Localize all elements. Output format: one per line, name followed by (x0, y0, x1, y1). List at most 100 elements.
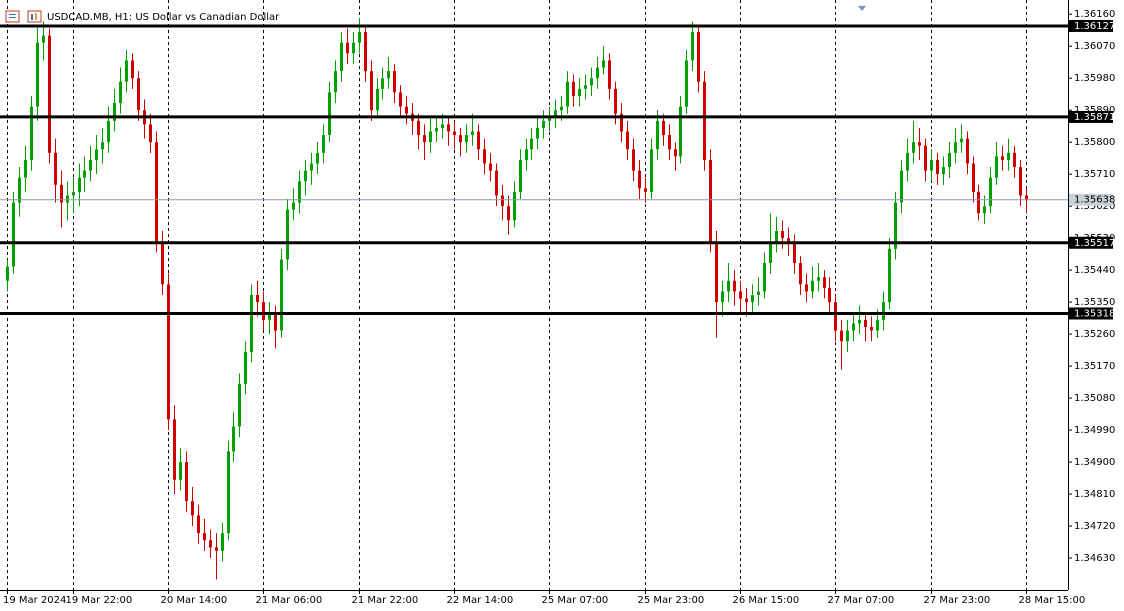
candle-body (519, 159, 522, 192)
candle-body (584, 85, 587, 89)
candle-body (292, 202, 295, 210)
y-tick-label: 1.35440 (1074, 265, 1115, 276)
candle-body (930, 159, 933, 171)
candle-body (316, 152, 319, 164)
candle-body (906, 152, 909, 171)
shift-marker (858, 6, 866, 11)
candle-body (238, 383, 241, 427)
x-tick-label: 22 Mar 14:00 (447, 595, 514, 606)
candle-body (12, 202, 15, 267)
candle-body (536, 127, 539, 139)
candle-body (727, 280, 730, 292)
candle-body (745, 298, 748, 303)
candle-body (602, 60, 605, 68)
candle-body (24, 159, 27, 178)
candle-body (924, 145, 927, 171)
candle-body (453, 131, 456, 136)
candle-body (942, 167, 945, 175)
candle-body (471, 131, 474, 136)
candle-body (215, 547, 218, 551)
candle-body (203, 533, 206, 541)
candle-body (513, 191, 516, 221)
candle-body (650, 149, 653, 192)
candle-body (620, 113, 623, 132)
candle-body (548, 117, 551, 121)
candle-body (715, 241, 718, 303)
candle-body (101, 142, 104, 150)
candle-body (459, 135, 462, 143)
candle-body (358, 31, 361, 43)
candle-body (572, 81, 575, 96)
y-tick-label: 1.35890 (1074, 105, 1115, 116)
candle-body (972, 163, 975, 192)
candle-body (1025, 195, 1028, 200)
candle-body (405, 106, 408, 114)
candle-body (954, 142, 957, 153)
candle-body (817, 277, 820, 281)
candle-body (48, 35, 51, 153)
candle-body (948, 152, 951, 168)
candle-body (465, 135, 468, 143)
candle-body (918, 142, 921, 146)
y-tick-label: 1.34810 (1074, 489, 1115, 500)
candle-body (370, 71, 373, 111)
candle-body (209, 540, 212, 548)
candle-body (125, 60, 128, 82)
candle-body (721, 291, 724, 303)
candle-body (590, 78, 593, 86)
candle-body (703, 81, 706, 160)
candle-body (805, 284, 808, 292)
candle-body (417, 120, 420, 136)
candle-body (298, 181, 301, 203)
candle-body (578, 88, 581, 96)
candle-body (691, 31, 694, 61)
candle-body (495, 170, 498, 196)
candle-body (662, 120, 665, 136)
candle-body (18, 177, 21, 203)
candle-body (387, 71, 390, 79)
candle-body (936, 159, 939, 175)
candle-body (852, 323, 855, 331)
candles (6, 17, 1028, 580)
candle-body (828, 287, 831, 303)
candle-body (286, 209, 289, 260)
candle-body (733, 280, 736, 292)
candle-body (489, 163, 492, 171)
candle-body (167, 284, 170, 420)
candle-body (441, 124, 444, 128)
candle-body (191, 501, 194, 516)
candle-body (447, 124, 450, 132)
icon-menu (5, 10, 20, 23)
icon-chart-bar (31, 14, 33, 20)
y-tick-label: 1.35980 (1074, 73, 1115, 84)
candle-body (137, 78, 140, 111)
candle-body (393, 71, 396, 93)
grid: 1.36160 1.36070 1.35980 1.35890 1.35800 1.357… (3, 0, 1115, 606)
candle-body (846, 330, 849, 342)
candle-body (6, 266, 9, 281)
candle-body (882, 302, 885, 320)
candle-body (977, 191, 980, 214)
x-tick-label: 21 Mar 06:00 (256, 595, 323, 606)
candle-body (119, 81, 122, 104)
candle-body (280, 259, 283, 331)
level-label-box (1069, 19, 1113, 32)
candle-body (608, 60, 611, 89)
candle-body (274, 312, 277, 331)
candle-body (894, 202, 897, 249)
candle-body (250, 295, 253, 352)
candle-body (823, 277, 826, 288)
candle-body (107, 120, 110, 143)
candle-body (346, 42, 349, 54)
candle-body (78, 177, 81, 192)
candle-body (268, 312, 271, 320)
candle-body (340, 42, 343, 72)
x-tick-label: 25 Mar 23:00 (638, 595, 705, 606)
candle-body (560, 106, 563, 111)
candle-body (42, 35, 45, 43)
candle-body (376, 88, 379, 111)
candle-body (644, 188, 647, 192)
candle-body (227, 451, 230, 534)
y-tick-label: 1.35350 (1074, 297, 1115, 308)
candle-body (811, 280, 814, 292)
